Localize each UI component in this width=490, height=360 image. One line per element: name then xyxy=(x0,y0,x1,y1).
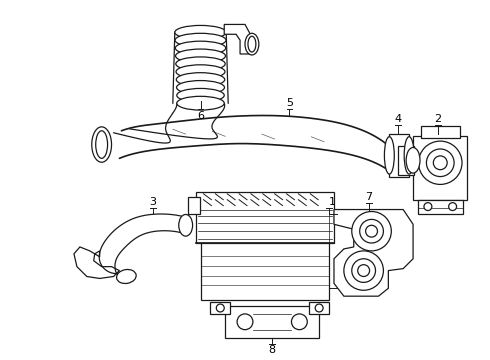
Text: 5: 5 xyxy=(286,98,293,108)
Text: 3: 3 xyxy=(149,197,156,207)
Circle shape xyxy=(352,212,392,251)
Bar xyxy=(421,126,460,138)
Ellipse shape xyxy=(177,96,224,110)
Ellipse shape xyxy=(175,49,225,63)
Text: 6: 6 xyxy=(197,111,204,121)
Polygon shape xyxy=(224,24,252,54)
Circle shape xyxy=(216,304,224,312)
Bar xyxy=(418,200,463,215)
Text: 4: 4 xyxy=(394,114,402,124)
Ellipse shape xyxy=(96,131,108,158)
Circle shape xyxy=(424,203,432,211)
Circle shape xyxy=(360,219,383,243)
Circle shape xyxy=(352,259,375,282)
Circle shape xyxy=(315,304,323,312)
Ellipse shape xyxy=(404,137,414,174)
Ellipse shape xyxy=(175,41,226,55)
Text: 7: 7 xyxy=(365,192,372,202)
Ellipse shape xyxy=(176,81,224,94)
Bar xyxy=(398,145,414,175)
Circle shape xyxy=(237,314,253,330)
Ellipse shape xyxy=(179,215,193,236)
Ellipse shape xyxy=(175,33,226,47)
Ellipse shape xyxy=(384,137,394,174)
Polygon shape xyxy=(114,103,225,143)
Polygon shape xyxy=(120,116,389,170)
Polygon shape xyxy=(74,247,120,278)
Circle shape xyxy=(433,156,447,170)
Ellipse shape xyxy=(245,33,259,55)
Polygon shape xyxy=(99,214,186,280)
Text: 8: 8 xyxy=(268,345,275,355)
Circle shape xyxy=(366,225,377,237)
Ellipse shape xyxy=(92,127,112,162)
Bar xyxy=(413,136,467,200)
Ellipse shape xyxy=(176,73,225,86)
Bar xyxy=(200,243,329,300)
Bar xyxy=(196,192,334,243)
Ellipse shape xyxy=(176,57,225,71)
Ellipse shape xyxy=(177,89,224,102)
Circle shape xyxy=(449,203,457,211)
Bar xyxy=(309,302,329,314)
Text: 2: 2 xyxy=(434,114,441,124)
Bar xyxy=(390,134,409,177)
Ellipse shape xyxy=(176,65,225,78)
Circle shape xyxy=(344,251,383,290)
Polygon shape xyxy=(334,210,413,296)
Bar xyxy=(210,302,230,314)
Circle shape xyxy=(426,149,454,176)
Ellipse shape xyxy=(175,26,226,39)
Text: 1: 1 xyxy=(328,197,336,207)
Circle shape xyxy=(418,141,462,184)
Circle shape xyxy=(292,314,307,330)
Bar xyxy=(225,306,319,338)
Ellipse shape xyxy=(248,36,256,52)
Ellipse shape xyxy=(117,270,136,283)
Circle shape xyxy=(358,265,369,276)
Bar xyxy=(188,197,199,215)
Ellipse shape xyxy=(406,148,420,173)
